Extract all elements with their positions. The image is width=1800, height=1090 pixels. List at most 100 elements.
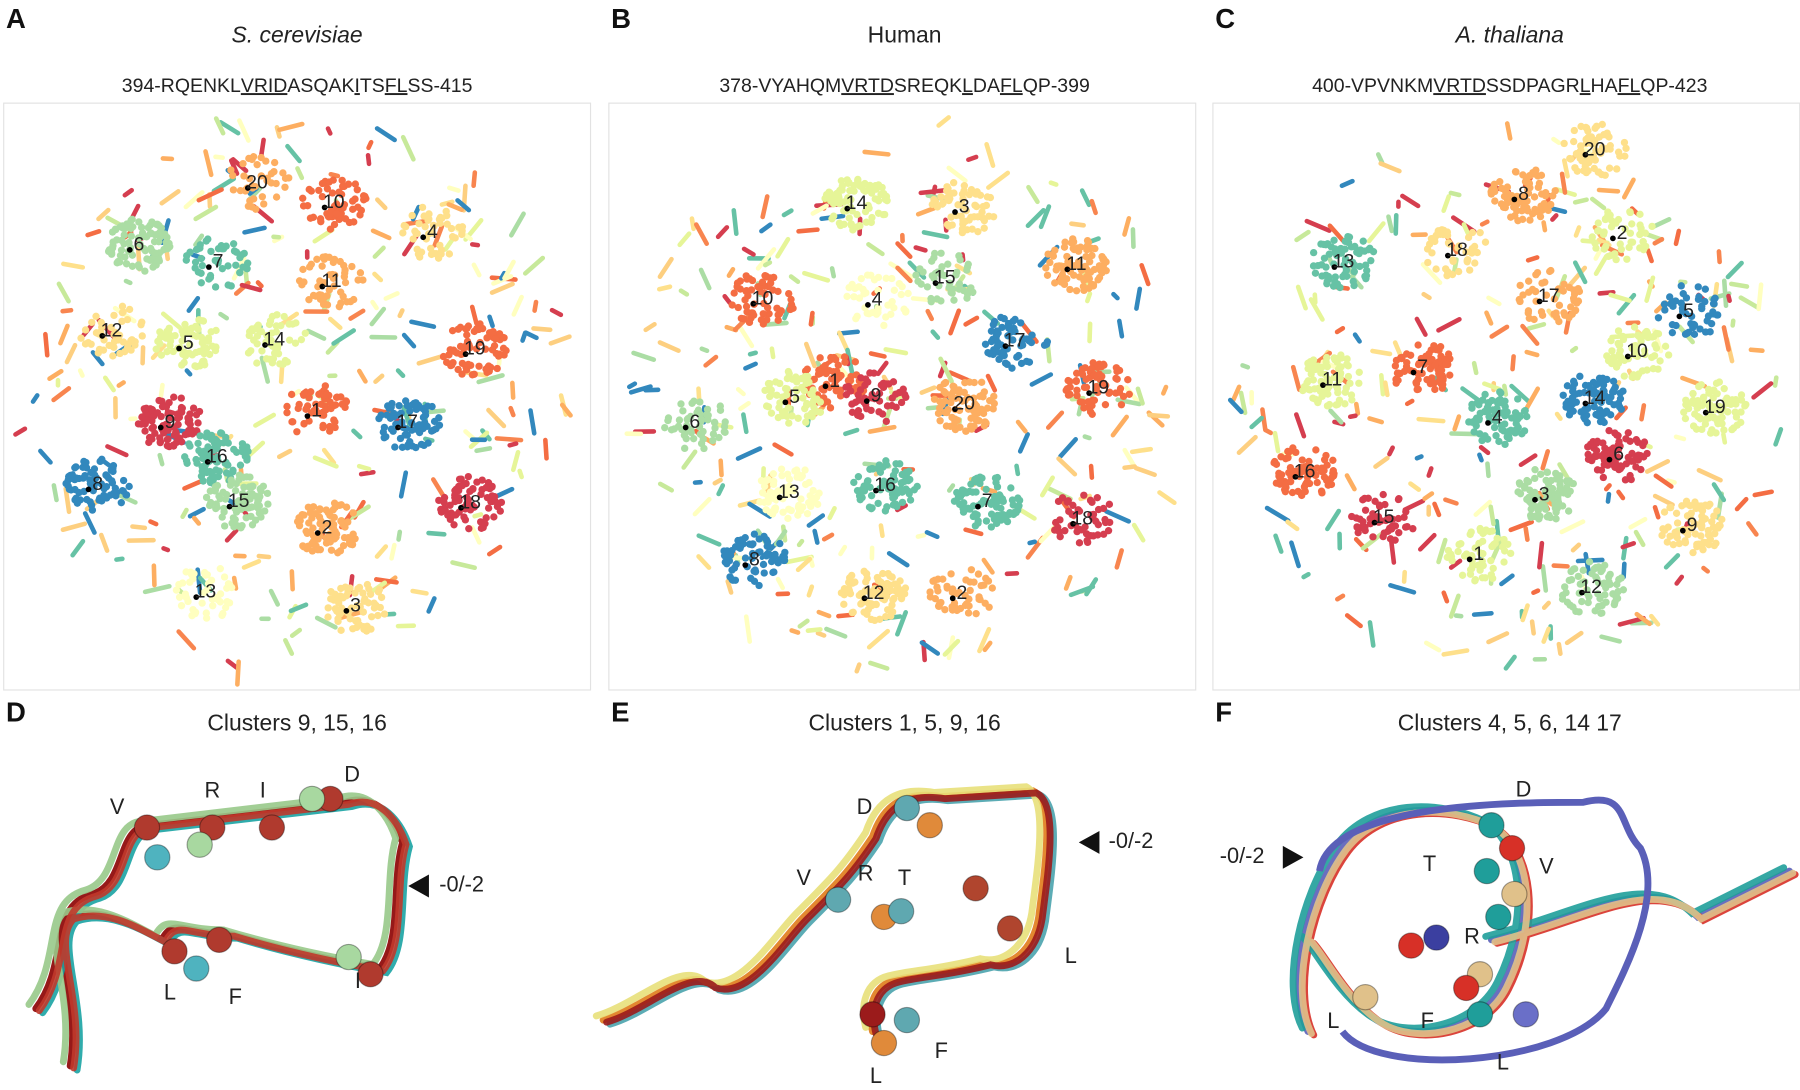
point-streak (429, 533, 445, 534)
cluster-point (1554, 504, 1561, 511)
cluster-point (264, 490, 271, 497)
cluster-point (765, 380, 772, 387)
cluster-point (1066, 286, 1073, 293)
cluster-point (215, 492, 222, 499)
point-streak (966, 318, 977, 325)
cluster-point (959, 225, 966, 232)
point-streak (377, 200, 385, 208)
cluster-point (1323, 477, 1330, 484)
cluster-point (978, 582, 985, 589)
cluster-point (1704, 317, 1711, 324)
point-streak (45, 334, 47, 355)
cluster-point (830, 354, 837, 361)
point-streak (1562, 174, 1565, 193)
cluster-point (799, 394, 806, 401)
cluster-point (1332, 273, 1339, 280)
cluster-point (492, 335, 499, 342)
cluster-point (1667, 504, 1674, 511)
cluster-point (308, 187, 315, 194)
cluster-point (229, 172, 236, 179)
cluster-point (778, 307, 785, 314)
cluster-point (425, 439, 432, 446)
point-streak (922, 388, 934, 393)
residue-sphere (894, 795, 919, 820)
cluster-point (1544, 469, 1551, 476)
cluster-point (1061, 527, 1068, 534)
cluster-point (391, 443, 398, 450)
point-streak (1484, 384, 1499, 389)
cluster-point (1737, 408, 1744, 415)
cluster-point (983, 517, 990, 524)
point-streak (809, 516, 823, 526)
point-streak (1059, 459, 1075, 475)
cluster-point (217, 565, 224, 572)
cluster-point (884, 606, 891, 613)
cluster-point (856, 294, 863, 301)
cluster-point (941, 409, 948, 416)
cluster-point (217, 598, 224, 605)
point-streak (279, 451, 290, 457)
point-streak (1275, 433, 1278, 451)
cluster-point (741, 296, 748, 303)
cluster-label: 3 (1539, 483, 1550, 505)
cluster-point (826, 189, 833, 196)
residue-sphere (145, 845, 170, 870)
point-streak (1728, 263, 1742, 277)
cluster-point (1342, 389, 1349, 396)
point-streak (746, 617, 749, 642)
cluster-point (855, 283, 862, 290)
point-streak (918, 535, 924, 536)
cluster-point (732, 577, 739, 584)
point-streak (552, 310, 561, 315)
point-streak (1438, 319, 1459, 330)
residue-label: V (1539, 853, 1554, 878)
point-streak (161, 385, 162, 396)
cluster-point (1096, 274, 1103, 281)
cluster-point (269, 359, 276, 366)
point-streak (535, 302, 536, 311)
cluster-point (769, 556, 776, 563)
point-streak (237, 662, 238, 685)
cluster-point (247, 347, 254, 354)
cluster-point (963, 294, 970, 301)
point-streak (359, 466, 369, 469)
point-streak (784, 211, 791, 215)
cluster-point (1682, 415, 1689, 422)
point-streak (918, 208, 934, 214)
cluster-point (1498, 200, 1505, 207)
point-streak (1163, 387, 1166, 393)
cluster-point (72, 463, 79, 470)
cluster-point (866, 466, 873, 473)
cluster-point (946, 195, 953, 202)
cluster-label: 17 (1004, 330, 1026, 352)
point-streak (750, 353, 756, 354)
cluster-point (1560, 140, 1567, 147)
point-streak (445, 239, 452, 249)
cluster-point (126, 483, 133, 490)
cluster-point (1627, 209, 1634, 216)
cluster-point (1073, 392, 1080, 399)
point-streak (497, 438, 521, 440)
cluster-point (332, 531, 339, 538)
residue-sphere (1499, 836, 1524, 861)
cluster-point (1507, 213, 1514, 220)
residue-label: F (935, 1038, 948, 1063)
cluster-point (1467, 531, 1474, 538)
point-streak (63, 310, 71, 311)
panel-letter: A (6, 3, 26, 34)
cluster-point (203, 345, 210, 352)
point-streak (475, 514, 481, 516)
point-streak (819, 612, 829, 616)
cluster-point (1007, 484, 1014, 491)
cluster-point (123, 260, 130, 267)
point-streak (1666, 555, 1678, 567)
point-streak (1066, 577, 1070, 588)
cluster-point (1320, 241, 1327, 248)
cluster-point (1015, 503, 1022, 510)
cluster-point (852, 315, 859, 322)
cluster-point (1073, 377, 1080, 384)
cluster-point (1563, 484, 1570, 491)
cluster-point (748, 541, 755, 548)
cluster-point (950, 423, 957, 430)
cluster-point (1695, 383, 1702, 390)
